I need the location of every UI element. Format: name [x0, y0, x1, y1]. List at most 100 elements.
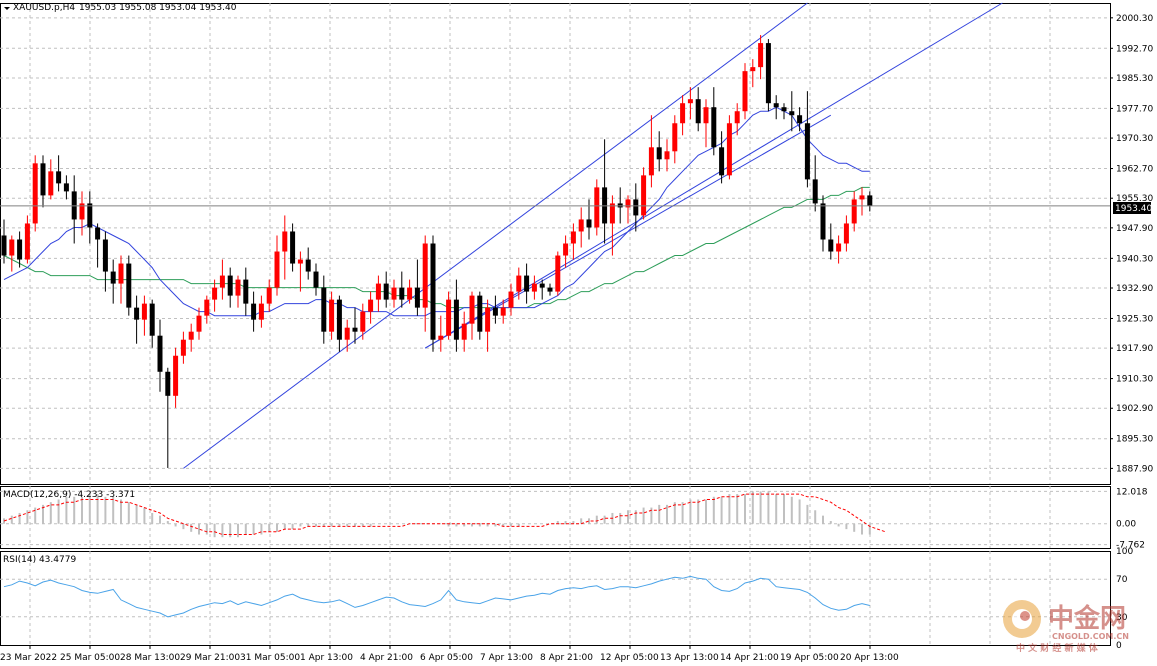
candle[interactable] [578, 207, 584, 248]
candle[interactable] [508, 283, 514, 316]
candle[interactable] [765, 39, 771, 112]
candle[interactable] [664, 139, 670, 172]
candle[interactable] [157, 319, 163, 392]
candle[interactable] [492, 295, 498, 324]
channel-line-1[interactable] [183, 2, 808, 469]
candle[interactable] [641, 167, 647, 220]
candle[interactable] [274, 235, 280, 296]
candle[interactable] [703, 99, 709, 148]
candle[interactable] [781, 103, 787, 120]
candle[interactable] [180, 331, 186, 364]
candle[interactable] [625, 195, 631, 224]
candle[interactable] [726, 115, 732, 180]
candle[interactable] [48, 159, 54, 200]
candle[interactable] [383, 271, 389, 308]
candle[interactable] [56, 155, 62, 192]
candle[interactable] [414, 259, 420, 316]
candle[interactable] [17, 231, 23, 268]
candle[interactable] [539, 279, 545, 300]
candle[interactable] [219, 259, 225, 300]
candle[interactable] [758, 35, 764, 80]
candle[interactable] [477, 291, 483, 340]
candle[interactable] [446, 291, 452, 340]
candle[interactable] [32, 155, 38, 232]
candle[interactable] [820, 195, 826, 252]
candle[interactable] [524, 263, 530, 304]
candle[interactable] [516, 267, 522, 300]
candle[interactable] [719, 131, 725, 184]
candle[interactable] [391, 279, 397, 308]
candle[interactable] [695, 87, 701, 132]
candle[interactable] [407, 279, 413, 304]
candle[interactable] [40, 155, 46, 208]
candle[interactable] [469, 291, 475, 340]
candle[interactable] [24, 215, 30, 264]
candle[interactable] [305, 247, 311, 280]
candle[interactable] [368, 291, 374, 324]
candle[interactable] [118, 255, 124, 304]
candle[interactable] [243, 267, 249, 316]
candle[interactable] [336, 295, 342, 352]
candle[interactable] [251, 291, 257, 332]
candle[interactable] [196, 307, 202, 340]
candle[interactable] [531, 275, 537, 300]
candle[interactable] [360, 303, 366, 340]
candle[interactable] [282, 215, 288, 280]
candle[interactable] [87, 191, 93, 244]
candle[interactable] [672, 115, 678, 164]
candle[interactable] [95, 223, 101, 268]
candle[interactable] [453, 279, 459, 352]
symbol-dropdown-icon[interactable] [4, 7, 10, 10]
candle[interactable] [859, 187, 865, 216]
candle[interactable] [63, 175, 69, 200]
candle[interactable] [235, 275, 241, 308]
symbol-label[interactable]: XAUUSD.p,H4 [13, 3, 75, 13]
candle[interactable] [204, 295, 210, 324]
channel-line-2[interactable] [424, 2, 1003, 349]
candle[interactable] [149, 299, 155, 348]
candle[interactable] [648, 115, 654, 188]
candle[interactable] [594, 179, 600, 236]
candle[interactable] [836, 235, 842, 264]
candle[interactable] [555, 251, 561, 296]
candle[interactable] [797, 107, 803, 132]
candle[interactable] [812, 155, 818, 212]
candle[interactable] [79, 191, 85, 236]
candle[interactable] [329, 291, 335, 340]
candle[interactable] [680, 95, 686, 136]
candle[interactable] [212, 279, 218, 312]
candle[interactable] [134, 295, 140, 344]
candle[interactable] [750, 59, 756, 88]
candle[interactable] [570, 223, 576, 260]
candle[interactable] [430, 235, 436, 352]
candle[interactable] [843, 215, 849, 252]
candle[interactable] [266, 279, 272, 312]
candle[interactable] [102, 231, 108, 292]
candle[interactable] [399, 271, 405, 308]
candle[interactable] [173, 347, 179, 408]
candle[interactable] [297, 251, 303, 292]
candle[interactable] [422, 235, 428, 332]
candle[interactable] [711, 87, 717, 156]
candle[interactable] [500, 299, 506, 324]
candle[interactable] [828, 223, 834, 260]
candle[interactable] [321, 275, 327, 344]
candle[interactable] [188, 323, 194, 352]
candle[interactable] [742, 63, 748, 120]
candle[interactable] [734, 103, 740, 136]
candle[interactable] [656, 131, 662, 172]
candle[interactable] [563, 235, 569, 268]
candle[interactable] [1, 219, 7, 264]
candle[interactable] [9, 235, 15, 272]
rsi-panel[interactable]: 100 70 30 0 [0, 547, 1133, 651]
candle[interactable] [165, 367, 171, 468]
candle[interactable] [110, 259, 116, 304]
candle[interactable] [804, 91, 810, 188]
candle[interactable] [375, 275, 381, 312]
candle[interactable] [789, 91, 795, 132]
candle[interactable] [773, 95, 779, 120]
candle[interactable] [258, 295, 264, 328]
candle[interactable] [227, 267, 233, 308]
